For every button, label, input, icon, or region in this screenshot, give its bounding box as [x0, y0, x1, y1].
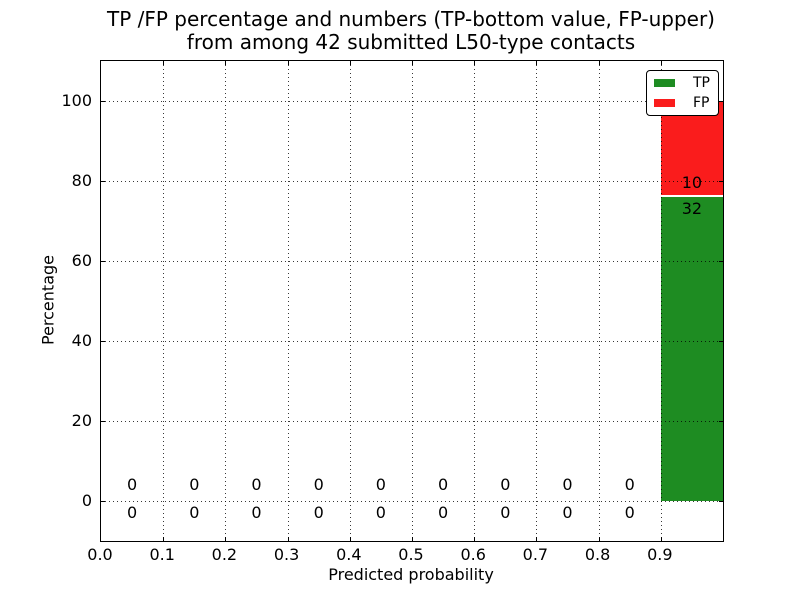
count-annotation: 0 — [562, 503, 573, 522]
x-tick-mark — [349, 537, 351, 541]
legend-label: TP — [693, 75, 710, 92]
vertical-gridline — [225, 61, 227, 541]
chart-title-line1: TP /FP percentage and numbers (TP-bottom… — [107, 7, 715, 31]
x-tick-mark — [536, 537, 538, 541]
y-tick-mark — [101, 421, 105, 422]
x-tick-mark-top — [163, 61, 165, 65]
x-tick-mark — [474, 537, 476, 541]
x-tick-mark — [287, 537, 289, 541]
chart-title-line2: from among 42 submitted L50-type contact… — [186, 30, 636, 54]
x-tick-label: 0.2 — [211, 545, 238, 564]
y-tick-label: 60 — [71, 251, 92, 270]
legend-swatch-fp — [654, 98, 675, 107]
count-annotation: 0 — [251, 475, 262, 494]
y-tick-mark-right — [719, 501, 723, 502]
x-tick-mark-top — [412, 61, 413, 65]
axis-ticks-layer — [101, 61, 723, 541]
vertical-gridline — [349, 61, 351, 541]
tp-bar-segment — [660, 196, 723, 501]
x-tick-mark-top — [536, 61, 538, 65]
count-annotation: 10 — [681, 173, 703, 192]
bar-segment-separator — [660, 195, 723, 198]
vertical-gridline — [163, 61, 165, 541]
x-tick-label: 0.9 — [647, 545, 673, 564]
annotations-layer: 0 0 0 0 0 0 0 0 0 0 0 0 0 0 0 0 0 0 10 32 — [101, 61, 723, 541]
chart-title: TP /FP percentage and numbers (TP-bottom… — [100, 8, 722, 54]
count-annotation: 0 — [438, 475, 449, 494]
count-annotation: 0 — [189, 475, 200, 494]
y-tick-label: 20 — [71, 411, 92, 430]
vertical-gridline — [412, 61, 413, 541]
y-tick-mark-right — [719, 421, 723, 422]
y-tick-mark — [101, 101, 105, 102]
legend: TP FP — [646, 70, 719, 116]
x-tick-mark — [412, 537, 413, 541]
x-tick-label: 0.7 — [522, 545, 549, 564]
gridlines-layer — [101, 61, 723, 541]
count-annotation: 32 — [681, 199, 703, 218]
vertical-gridline — [536, 61, 538, 541]
count-annotation: 0 — [127, 503, 138, 522]
x-tick-label: 0.6 — [460, 545, 486, 564]
count-annotation: 0 — [500, 475, 511, 494]
bars-layer — [101, 61, 723, 541]
x-tick-mark-top — [225, 61, 227, 65]
y-tick-label: 40 — [71, 331, 92, 350]
count-annotation: 0 — [438, 503, 449, 522]
vertical-gridline — [474, 61, 476, 541]
y-tick-mark — [101, 501, 105, 502]
count-annotation: 0 — [562, 475, 573, 494]
x-tick-mark-top — [349, 61, 351, 65]
x-tick-mark-top — [660, 61, 662, 65]
x-tick-mark — [163, 537, 165, 541]
vertical-gridline — [660, 61, 662, 541]
x-tick-label: 0.1 — [149, 545, 175, 564]
fp-bar-segment — [660, 101, 723, 197]
y-tick-mark-right — [719, 341, 723, 342]
count-annotation: 0 — [127, 475, 138, 494]
legend-entry-fp: FP — [647, 96, 718, 110]
x-tick-label: 0.5 — [398, 545, 424, 564]
y-tick-mark-right — [719, 181, 723, 182]
x-tick-mark-top — [474, 61, 476, 65]
y-tick-mark — [101, 341, 105, 342]
y-tick-mark-right — [719, 261, 723, 262]
vertical-gridline — [598, 61, 600, 541]
y-tick-mark-right — [719, 101, 723, 102]
legend-label: FP — [693, 94, 710, 111]
y-tick-mark — [101, 181, 105, 182]
x-tick-mark — [225, 537, 227, 541]
legend-entry-tp: TP — [647, 76, 718, 90]
y-tick-label: 0 — [81, 491, 92, 510]
y-tick-label: 100 — [61, 91, 92, 110]
count-annotation: 0 — [251, 503, 262, 522]
count-annotation: 0 — [189, 503, 200, 522]
count-annotation: 0 — [375, 475, 386, 494]
x-tick-mark-top — [287, 61, 289, 65]
legend-swatch-tp — [654, 79, 675, 88]
x-tick-label: 0.0 — [87, 545, 113, 564]
x-tick-mark — [660, 537, 662, 541]
y-tick-mark — [101, 261, 105, 262]
count-annotation: 0 — [500, 503, 511, 522]
count-annotation: 0 — [375, 503, 386, 522]
x-tick-label: 0.4 — [336, 545, 362, 564]
plot-area: 0 0 0 0 0 0 0 0 0 0 0 0 0 0 0 0 0 0 10 32 TP FP — [100, 60, 724, 542]
count-annotation: 0 — [313, 475, 324, 494]
vertical-gridline — [287, 61, 289, 541]
x-tick-mark-top — [598, 61, 600, 65]
count-annotation: 0 — [624, 475, 635, 494]
x-tick-mark — [598, 537, 600, 541]
x-axis-label: Predicted probability — [328, 565, 494, 584]
y-tick-label: 80 — [71, 171, 92, 190]
x-tick-label: 0.3 — [273, 545, 300, 564]
count-annotation: 0 — [313, 503, 324, 522]
x-tick-label: 0.8 — [584, 545, 611, 564]
count-annotation: 0 — [624, 503, 635, 522]
